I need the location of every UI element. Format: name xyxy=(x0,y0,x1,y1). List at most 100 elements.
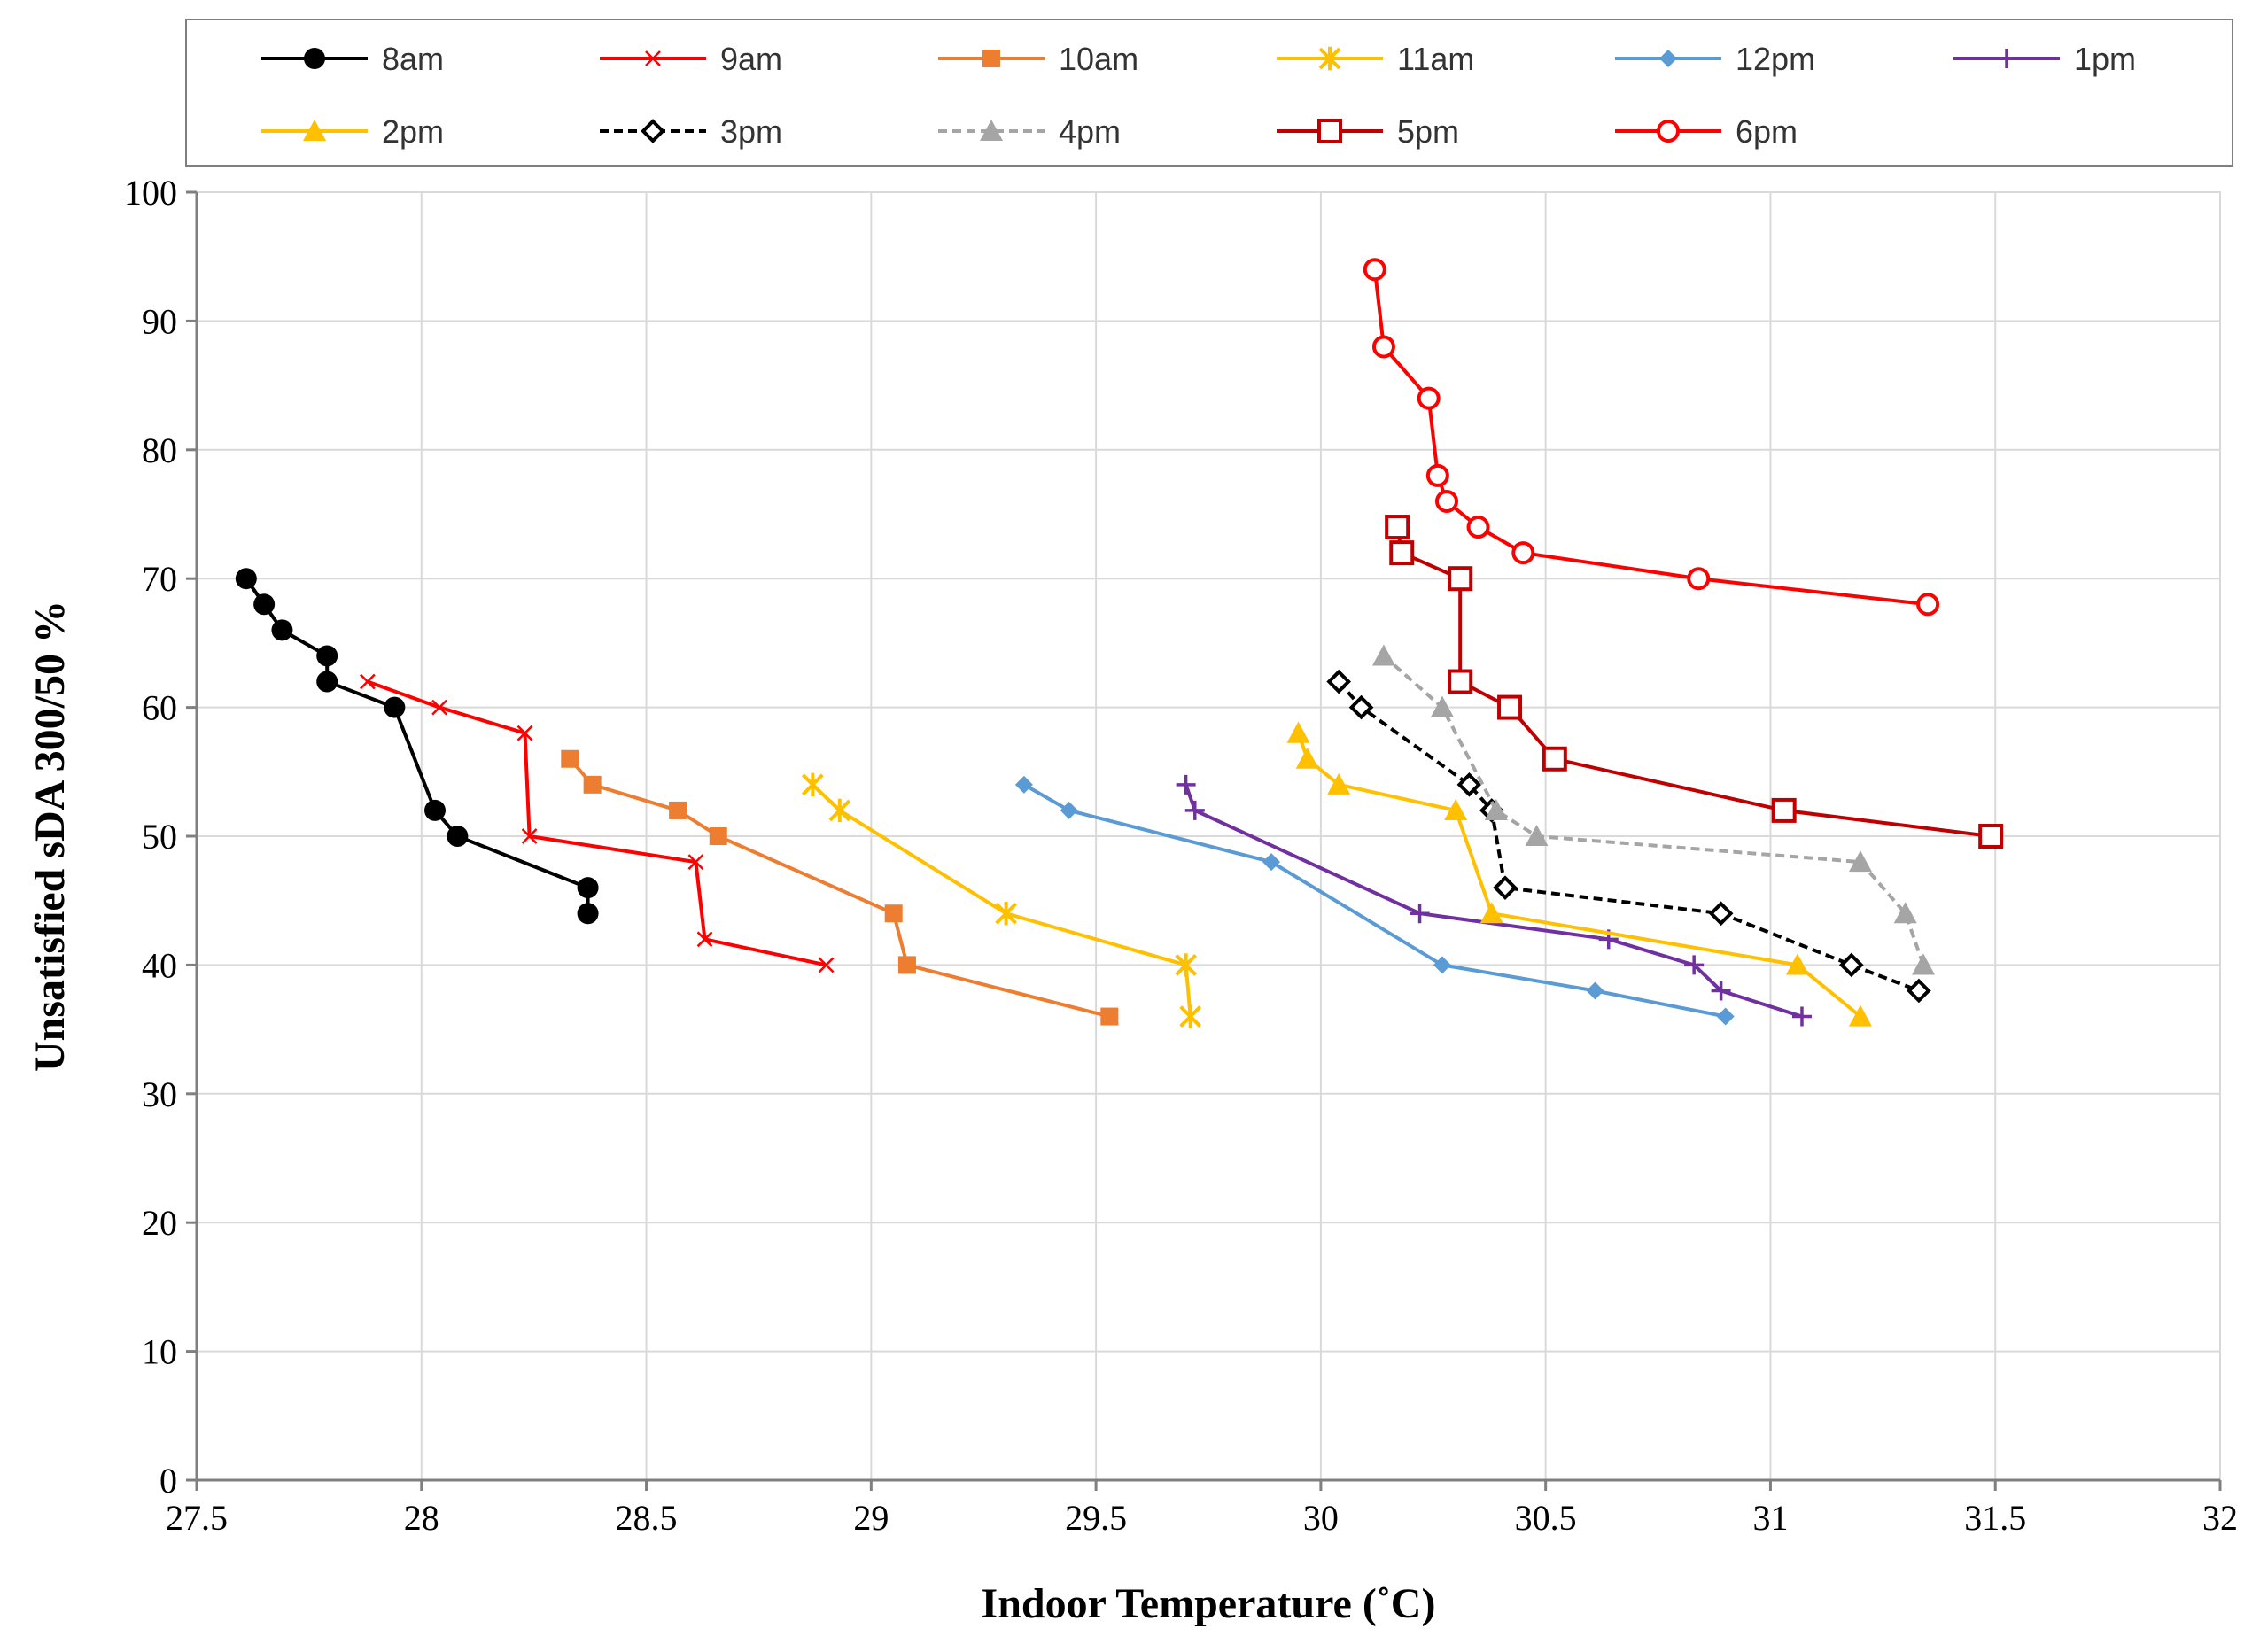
series-layer xyxy=(235,258,2004,1028)
x-tick-label: 31 xyxy=(1752,1498,1788,1538)
y-axis-title: Unsatisfied sDA 300/50 % xyxy=(27,601,74,1072)
data-point-2pm xyxy=(1295,747,1319,769)
legend-label-4pm: 4pm xyxy=(1059,113,1121,150)
series-9am xyxy=(359,673,835,973)
legend-label-2pm: 2pm xyxy=(382,113,444,150)
legend-item-5pm: 5pm xyxy=(1277,113,1459,150)
legend-label-3pm: 3pm xyxy=(720,113,782,150)
data-point-3pm xyxy=(1708,901,1734,927)
y-tick-label: 20 xyxy=(142,1203,177,1243)
data-point-12pm xyxy=(1433,956,1451,974)
data-point-4pm xyxy=(1912,953,1936,975)
data-point-3pm xyxy=(1493,875,1518,900)
data-point-1pm xyxy=(1176,774,1196,795)
legend-item-4pm: 4pm xyxy=(938,113,1121,150)
legend-marker-1pm xyxy=(1997,49,2016,68)
data-point-6pm xyxy=(1916,593,1940,617)
legend-label-6pm: 6pm xyxy=(1736,113,1798,150)
data-point-3pm xyxy=(1907,978,1931,1004)
data-point-5pm xyxy=(1389,540,1415,566)
data-point-12pm xyxy=(1014,775,1033,794)
legend-label-5pm: 5pm xyxy=(1397,113,1459,150)
legend-marker-9am xyxy=(645,50,661,66)
legend-marker-10am xyxy=(982,50,1000,67)
data-point-1pm xyxy=(1711,981,1731,1001)
data-point-8am xyxy=(447,826,469,847)
legend-marker-3pm xyxy=(641,119,665,143)
legend-item-9am: 9am xyxy=(600,41,782,77)
data-point-11am xyxy=(801,772,824,797)
y-tick-label: 70 xyxy=(142,559,177,599)
y-tick-label: 30 xyxy=(142,1074,177,1114)
y-tick-label: 0 xyxy=(159,1461,177,1501)
series-4pm xyxy=(1371,644,1936,975)
data-point-12pm xyxy=(1586,981,1604,1000)
data-point-5pm xyxy=(1497,694,1523,720)
data-point-3pm xyxy=(1348,694,1374,720)
legend-label-1pm: 1pm xyxy=(2074,41,2136,77)
series-6pm xyxy=(1363,258,1940,617)
legend-item-10am: 10am xyxy=(938,41,1138,77)
legend-item-2pm: 2pm xyxy=(261,113,444,150)
data-point-2pm xyxy=(1785,953,1809,975)
x-tick-label: 30.5 xyxy=(1515,1498,1577,1538)
data-point-4pm xyxy=(1484,798,1508,820)
legend-marker-5pm xyxy=(1317,119,1342,143)
data-point-4pm xyxy=(1893,902,1917,924)
y-tick-label: 80 xyxy=(142,430,177,470)
data-point-9am xyxy=(687,854,704,870)
x-tick-label: 27.5 xyxy=(166,1498,228,1538)
data-point-2pm xyxy=(1286,721,1310,743)
x-tick-label: 30 xyxy=(1303,1498,1339,1538)
data-point-8am xyxy=(577,877,599,899)
axis-ticks: 0 10 20 30 40 50 60 70 80 90 100 27.5 28 28.5 29 29.5 30… xyxy=(124,173,2238,1538)
data-point-11am xyxy=(995,902,1018,926)
data-point-12pm xyxy=(1262,853,1281,872)
data-point-11am xyxy=(1175,953,1198,977)
legend: 8am 9am 10am 11am 12pm 1pm 2pm 3pm 4pm 5pm 6pm xyxy=(261,41,2136,150)
legend-box xyxy=(185,19,2233,167)
data-point-9am xyxy=(516,725,533,741)
data-point-3pm xyxy=(1456,772,1482,797)
series-5pm xyxy=(1385,515,2004,849)
legend-label-11am: 11am xyxy=(1397,41,1474,77)
legend-item-3pm: 3pm xyxy=(600,113,782,150)
data-point-5pm xyxy=(1542,746,1567,772)
series-line-3pm xyxy=(1337,680,1920,993)
x-tick-label: 28.5 xyxy=(616,1498,678,1538)
data-point-9am xyxy=(359,673,376,690)
data-point-2pm xyxy=(1848,1004,1872,1027)
data-point-6pm xyxy=(1466,516,1490,539)
legend-label-10am: 10am xyxy=(1059,41,1138,77)
legend-marker-6pm xyxy=(1657,120,1680,143)
data-point-1pm xyxy=(1184,800,1205,820)
data-point-9am xyxy=(818,957,835,973)
data-point-11am xyxy=(1179,1004,1202,1028)
x-tick-label: 32 xyxy=(2202,1498,2238,1538)
x-tick-label: 29 xyxy=(853,1498,889,1538)
data-point-8am xyxy=(316,645,338,667)
y-tick-label: 40 xyxy=(142,945,177,985)
data-point-4pm xyxy=(1848,850,1872,873)
data-point-6pm xyxy=(1425,463,1449,487)
series-8am xyxy=(235,568,599,925)
series-10am xyxy=(561,749,1119,1026)
series-2pm xyxy=(1286,721,1872,1027)
legend-marker-8am xyxy=(304,48,325,69)
legend-label-12pm: 12pm xyxy=(1736,41,1815,77)
data-point-6pm xyxy=(1417,386,1441,410)
y-tick-label: 90 xyxy=(142,301,177,341)
data-point-4pm xyxy=(1430,695,1454,717)
legend-marker-11am xyxy=(1318,46,1341,71)
data-point-12pm xyxy=(1060,801,1078,819)
data-point-3pm xyxy=(1838,952,1864,978)
data-point-5pm xyxy=(1978,824,2004,849)
y-tick-label: 50 xyxy=(142,817,177,857)
x-axis-title: Indoor Temperature (˚C) xyxy=(982,1580,1436,1627)
data-point-10am xyxy=(897,956,916,974)
data-point-11am xyxy=(828,798,851,823)
data-point-9am xyxy=(521,828,538,844)
data-point-8am xyxy=(577,903,599,925)
data-point-8am xyxy=(253,593,276,616)
data-point-9am xyxy=(431,699,447,716)
